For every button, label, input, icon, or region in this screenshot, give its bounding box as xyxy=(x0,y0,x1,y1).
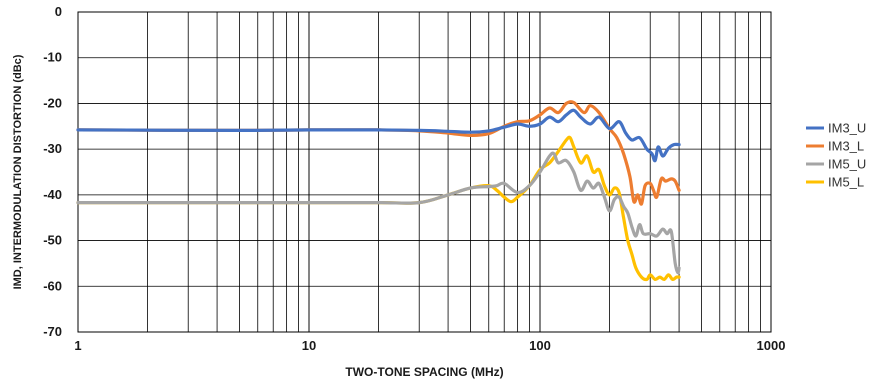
y-tick-label: -70 xyxy=(43,324,62,339)
y-axis-title: IMD, INTERMODULATION DISTORTION (dBc) xyxy=(12,54,24,289)
legend-label: IM5_L xyxy=(828,175,864,190)
y-tick-label: -50 xyxy=(43,233,62,248)
series-lines xyxy=(76,100,681,282)
series-line-im5-u xyxy=(76,151,681,275)
plot-frame xyxy=(77,11,772,333)
y-tick-label: -20 xyxy=(43,95,62,110)
x-axis-title: TWO-TONE SPACING (MHz) xyxy=(345,365,503,379)
y-tick-label: -40 xyxy=(43,187,62,202)
y-tick-label: -60 xyxy=(43,278,62,293)
legend-label: IM3_L xyxy=(828,139,864,154)
x-tick-labels: 1 10 100 1000 xyxy=(74,338,785,353)
y-tick-label: -10 xyxy=(43,50,62,65)
x-tick-label: 10 xyxy=(302,338,316,353)
legend-label: IM3_U xyxy=(828,121,866,136)
series-line-im3-l xyxy=(76,100,681,206)
y-tick-labels: 0 -10 -20 -30 -40 -50 -60 -70 xyxy=(43,4,62,339)
legend: IM3_U IM3_L IM5_U IM5_L xyxy=(806,121,866,190)
series-line-im3-u xyxy=(76,108,681,163)
y-tick-label: 0 xyxy=(55,4,62,19)
y-tick-label: -30 xyxy=(43,141,62,156)
x-tick-label: 1000 xyxy=(757,338,786,353)
x-tick-label: 100 xyxy=(529,338,551,353)
grid xyxy=(77,11,772,333)
legend-label: IM5_U xyxy=(828,157,866,172)
x-tick-label: 1 xyxy=(74,338,81,353)
